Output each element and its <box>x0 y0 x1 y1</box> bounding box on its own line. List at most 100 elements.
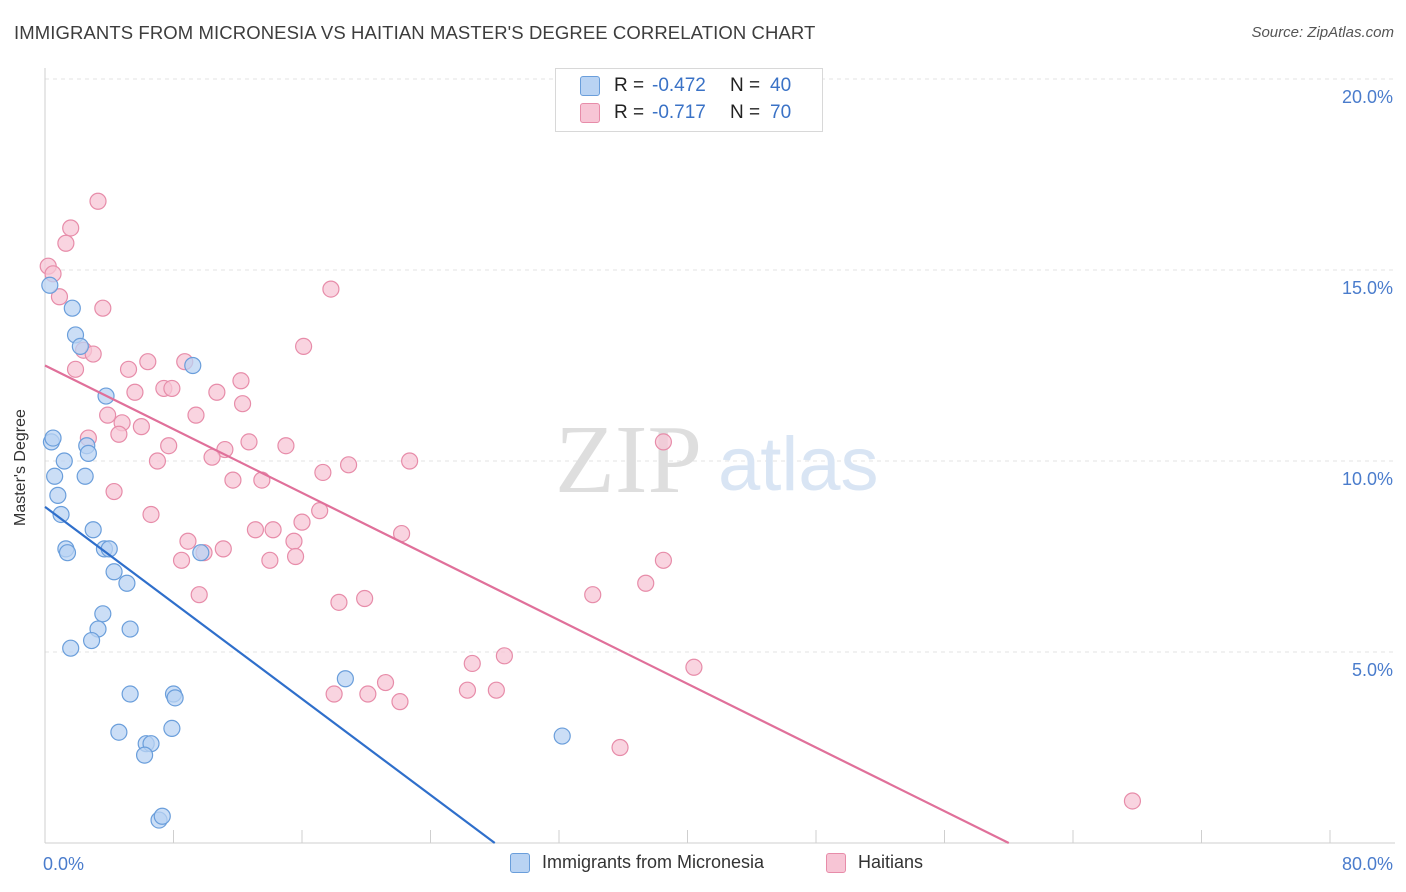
haitians-point <box>224 471 242 489</box>
stats-legend: R = -0.472 N = 40 R = -0.717 N = 70 <box>555 68 823 132</box>
haitians-point <box>401 452 419 470</box>
gridlines <box>45 78 1395 653</box>
haitians-point <box>99 406 117 424</box>
haitians-point <box>57 234 75 252</box>
legend-n-value: 40 <box>770 75 792 96</box>
legend-swatch-blue <box>580 76 600 96</box>
haitians-point <box>246 521 265 539</box>
bottom-legend-label: Haitians <box>858 852 924 872</box>
haitians-trend-line <box>44 364 1010 844</box>
micronesia-point <box>121 620 139 638</box>
haitians-point <box>330 593 348 611</box>
haitians-point <box>487 681 505 699</box>
bottom-swatch-pink <box>826 852 846 873</box>
micronesia-point <box>46 467 64 485</box>
micronesia-points <box>41 276 571 829</box>
haitians-point <box>261 551 279 569</box>
watermark: ZIP atlas <box>555 406 879 514</box>
haitians-point <box>495 647 513 665</box>
micronesia-point <box>82 631 101 650</box>
haitians-point <box>172 551 191 569</box>
haitians-point <box>339 456 358 474</box>
haitians-point <box>314 463 332 482</box>
haitians-point <box>142 505 160 524</box>
haitians-point <box>110 425 128 443</box>
haitians-point <box>126 383 144 401</box>
haitians-point <box>584 586 602 604</box>
haitians-points <box>39 192 1142 810</box>
micronesia-point <box>62 639 80 657</box>
legend-row-micronesia: R = -0.472 N = 40 <box>580 73 791 99</box>
haitians-point <box>50 288 69 306</box>
legend-row-haitians: R = -0.717 N = 70 <box>580 100 791 126</box>
haitians-point <box>391 693 409 711</box>
haitians-point <box>654 551 673 569</box>
micronesia-point <box>166 689 184 707</box>
micronesia-point <box>163 719 181 738</box>
haitians-point <box>233 395 252 413</box>
haitians-point <box>286 547 305 566</box>
legend-swatch-pink <box>580 103 600 123</box>
micronesia-point <box>44 429 62 447</box>
haitians-point <box>62 219 80 237</box>
micronesia-point <box>153 807 171 825</box>
micronesia-point <box>41 276 59 294</box>
haitians-point <box>240 433 258 451</box>
haitians-point <box>163 379 181 398</box>
haitians-point <box>132 418 150 436</box>
micronesia-point <box>94 605 112 623</box>
micronesia-point <box>79 444 97 462</box>
haitians-point <box>160 437 178 455</box>
haitians-point <box>322 280 340 298</box>
legend-r-label: R = <box>614 102 645 123</box>
legend-n-label: N = <box>730 102 761 123</box>
y-tick-label: 10.0% <box>1342 469 1393 489</box>
haitians-point <box>119 360 138 378</box>
watermark-atlas: atlas <box>718 422 879 507</box>
chart-title: IMMIGRANTS FROM MICRONESIA VS HAITIAN MA… <box>14 22 816 43</box>
bottom-swatch-blue <box>510 852 530 873</box>
haitians-point <box>105 482 123 501</box>
micronesia-point <box>110 723 128 741</box>
haitians-point <box>232 372 250 390</box>
haitians-point <box>1123 792 1142 810</box>
haitians-point <box>264 521 282 539</box>
haitians-point <box>66 360 85 378</box>
haitians-point <box>84 345 102 363</box>
haitians-point <box>376 673 395 692</box>
micronesia-point <box>84 521 102 539</box>
legend-n-value: 70 <box>770 102 792 123</box>
haitians-point <box>637 574 655 592</box>
micronesia-point <box>58 544 77 562</box>
micronesia-point <box>121 685 139 703</box>
micronesia-point <box>55 452 73 470</box>
haitians-point <box>285 532 303 550</box>
haitians-point <box>139 353 157 371</box>
micronesia-point <box>118 574 136 592</box>
y-tick-label: 15.0% <box>1342 278 1393 298</box>
haitians-point <box>685 658 703 676</box>
micronesia-point <box>76 467 94 485</box>
haitians-point <box>458 681 477 699</box>
micronesia-point <box>63 299 81 317</box>
y-tick-label: 20.0% <box>1342 87 1393 107</box>
y-tick-label: 5.0% <box>1352 660 1393 680</box>
haitians-point <box>148 452 167 470</box>
haitians-point <box>208 383 226 401</box>
haitians-point <box>89 192 107 210</box>
micronesia-point <box>52 505 70 524</box>
haitians-point <box>463 654 481 673</box>
source-label: Source: ZipAtlas.com <box>1251 24 1394 41</box>
legend-r-value: -0.717 <box>652 102 706 123</box>
tick-labels: 5.0% 10.0% 15.0% 20.0% 0.0% 80.0% <box>43 87 1393 874</box>
haitians-point <box>654 433 673 451</box>
haitians-point <box>190 586 208 604</box>
micronesia-point <box>105 563 123 581</box>
bottom-legend-haitians: Haitians <box>826 852 923 873</box>
haitians-point <box>325 685 343 703</box>
micronesia-point <box>49 486 67 504</box>
bottom-legend-label: Immigrants from Micronesia <box>542 852 765 872</box>
haitians-point <box>94 299 112 317</box>
x-tick-label: 80.0% <box>1342 854 1393 874</box>
